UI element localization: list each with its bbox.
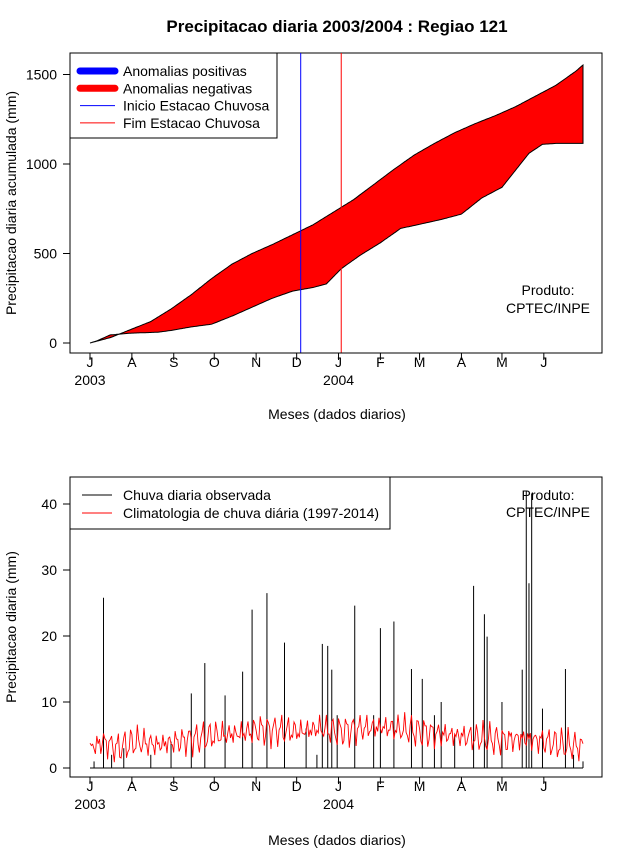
chart2-rain-bars: [90, 490, 584, 769]
chart1-y-tick-label: 1500: [26, 67, 57, 83]
chart2-x-axis: J A S O N D J F M A M J 2003 2004: [74, 776, 547, 812]
chart1-x-label: Meses (dados diarios): [268, 406, 406, 422]
chart2-annotation-line1: Produto:: [522, 487, 575, 503]
chart1-area-group: [89, 53, 584, 353]
chart2-y-axis: 0 10 20 30 40: [41, 496, 71, 776]
chart2-x-tick-label: F: [376, 778, 385, 794]
chart2-y-tick-label: 10: [41, 694, 57, 710]
chart2-x-tick-label: A: [127, 778, 137, 794]
chart1-annotation-line1: Produto:: [522, 282, 575, 298]
chart1-x-tick-label: N: [251, 354, 261, 370]
chart1-x-tick-label: J: [87, 354, 94, 370]
chart2-x-tick-label: J: [87, 778, 94, 794]
chart1-y-axis: 0 500 1000 1500: [26, 67, 71, 351]
chart2-y-tick-label: 0: [49, 760, 57, 776]
chart2-x-tick-label: A: [457, 778, 467, 794]
chart2-y-label: Precipitacao diaria (mm): [3, 551, 19, 703]
chart1-legend-label: Anomalias negativas: [123, 80, 252, 96]
chart2-x-tick-label: N: [251, 778, 261, 794]
chart1-x-year-label: 2004: [323, 372, 354, 388]
chart2-y-tick-label: 20: [41, 628, 57, 644]
chart2-legend-box: [69, 476, 391, 530]
chart1-x-tick-label: A: [127, 354, 137, 370]
chart2-legend-label: Chuva diaria observada: [123, 487, 271, 503]
chart2-x-year-label: 2003: [74, 796, 105, 812]
chart2-x-label: Meses (dados diarios): [268, 832, 406, 848]
daily-precipitation-chart: 0 10 20 30 40 J A S O N D J F M A M J 2003 2004 Precipita…: [3, 476, 603, 848]
chart1-x-tick-label: O: [209, 354, 220, 370]
chart2-x-tick-label: J: [540, 778, 547, 794]
chart1-y-tick-label: 1000: [26, 156, 57, 172]
chart1-x-tick-label: F: [376, 354, 385, 370]
chart2-x-tick-label: S: [169, 778, 178, 794]
climatology-line: [89, 712, 584, 763]
chart2-y-tick-label: 30: [41, 562, 57, 578]
chart1-x-tick-label: J: [540, 354, 547, 370]
chart1-x-tick-label: S: [169, 354, 178, 370]
chart1-legend-label: Anomalias positivas: [123, 63, 247, 79]
chart2-x-year-label: 2004: [323, 796, 354, 812]
chart1-x-year-label: 2003: [74, 372, 105, 388]
chart2-annotation-line2: CPTEC/INPE: [506, 504, 590, 520]
chart1-x-tick-label: J: [335, 354, 342, 370]
chart2-x-tick-label: O: [209, 778, 220, 794]
chart2-x-tick-label: D: [292, 778, 302, 794]
chart1-legend-label: Inicio Estacao Chuvosa: [123, 98, 270, 114]
chart1-legend-box: [69, 52, 278, 139]
chart2-legend: Chuva diaria observada Climatologia de ch…: [69, 476, 391, 530]
chart2-climatology-line-group: [89, 712, 584, 763]
chart1-x-axis: J A S O N D J F M A M J 2003 2004: [74, 352, 547, 388]
chart1-x-tick-label: M: [414, 354, 426, 370]
chart1-legend-label: Fim Estacao Chuvosa: [123, 115, 260, 131]
chart1-annotation-line2: CPTEC/INPE: [506, 300, 590, 316]
chart1-x-tick-label: D: [292, 354, 302, 370]
chart2-x-tick-label: M: [414, 778, 426, 794]
chart2-x-tick-label: M: [496, 778, 508, 794]
chart1-x-tick-label: M: [496, 354, 508, 370]
chart2-legend-label: Climatologia de chuva diária (1997-2014): [123, 505, 379, 521]
chart1-y-tick-label: 0: [49, 335, 57, 351]
chart2-y-tick-label: 40: [41, 496, 57, 512]
cumulative-precipitation-chart: 0 500 1000 1500 J A S O N D J F M A M J 2003 2004 Precip…: [3, 52, 603, 422]
page-title: Precipitacao diaria 2003/2004 : Regiao 1…: [166, 17, 507, 36]
chart1-y-label: Precipitacao diaria acumulada (mm): [3, 91, 19, 315]
chart1-x-tick-label: A: [457, 354, 467, 370]
chart1-y-tick-label: 500: [34, 246, 58, 262]
chart2-x-tick-label: J: [335, 778, 342, 794]
